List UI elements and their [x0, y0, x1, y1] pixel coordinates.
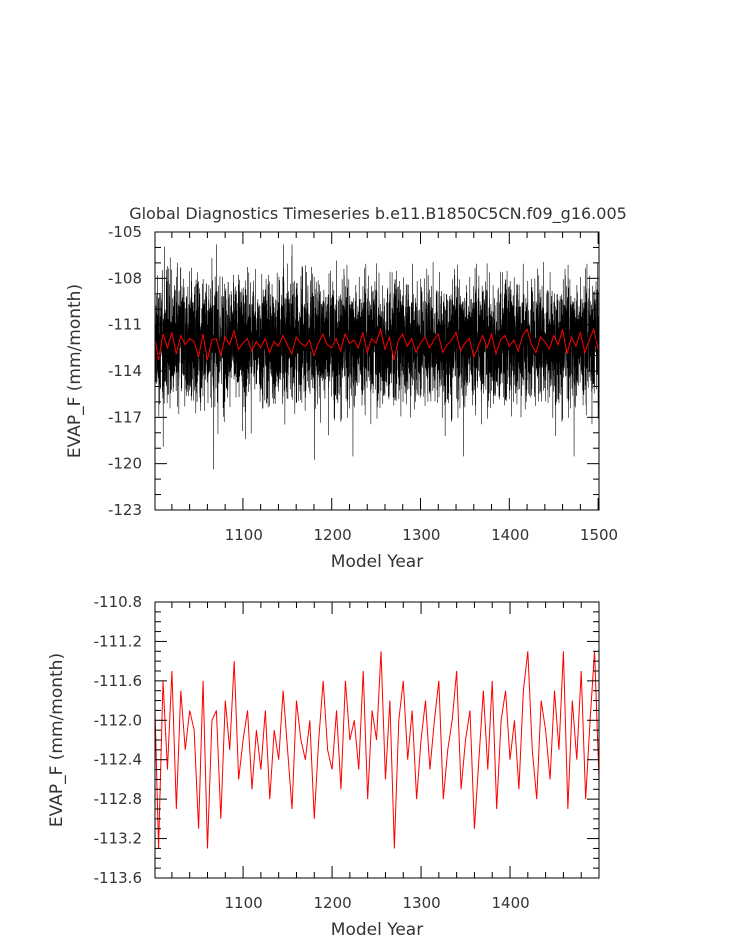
bottom-y-tick-label: -112.4 — [94, 751, 142, 769]
bottom-x-tick-label: 1400 — [492, 894, 530, 912]
bottom-ticks — [155, 601, 600, 879]
bottom-x-tick-label: 1200 — [314, 894, 352, 912]
bottom-y-axis-label: EVAP_F (mm/month) — [47, 653, 67, 827]
top-ticks — [155, 231, 599, 511]
top-y-tick-label: -117 — [108, 408, 142, 426]
top-monthly-series — [154, 244, 600, 470]
top-x-tick-label: 1400 — [491, 526, 529, 544]
top-y-axis-label: EVAP_F (mm/month) — [65, 284, 85, 458]
top-y-tick-labels: -105 -108 -111 -114 -117 -120 -123 — [108, 223, 142, 519]
bottom-y-tick-label: -113.6 — [94, 869, 142, 887]
top-chart: 1100 1200 1300 1400 1500 -105 -108 -111 … — [65, 223, 618, 572]
annual-mean-line — [154, 327, 599, 361]
top-x-tick-labels: 1100 1200 1300 1400 1500 — [225, 526, 618, 544]
bottom-x-tick-label: 1300 — [403, 894, 441, 912]
top-y-tick-label: -105 — [108, 223, 142, 241]
top-x-tick-label: 1200 — [314, 526, 352, 544]
top-y-tick-label: -108 — [108, 269, 142, 287]
figure-title: Global Diagnostics Timeseries b.e11.B185… — [129, 204, 627, 224]
top-x-tick-label: 1100 — [225, 526, 263, 544]
monthly-line — [154, 244, 600, 470]
top-y-tick-label: -114 — [108, 362, 142, 380]
top-x-axis-label: Model Year — [331, 552, 423, 572]
bottom-y-tick-label: -110.8 — [94, 593, 142, 611]
bottom-x-tick-labels: 1100 1200 1300 1400 — [225, 894, 530, 912]
annual-mean-line — [154, 651, 600, 849]
bottom-y-tick-labels: -110.8 -111.2 -111.6 -112.0 -112.4 -112.… — [94, 593, 142, 887]
top-y-tick-label: -123 — [108, 501, 142, 519]
bottom-x-tick-label: 1100 — [225, 894, 263, 912]
top-y-tick-label: -120 — [108, 455, 142, 473]
bottom-y-tick-label: -112.8 — [94, 790, 142, 808]
bottom-y-tick-label: -113.2 — [94, 830, 142, 848]
top-x-tick-label: 1300 — [402, 526, 440, 544]
bottom-y-tick-label: -111.2 — [94, 632, 142, 650]
top-x-tick-label: 1500 — [580, 526, 618, 544]
top-y-tick-label: -111 — [108, 316, 142, 334]
top-annual-mean-series — [154, 327, 599, 361]
bottom-y-tick-label: -111.6 — [94, 672, 142, 690]
bottom-annual-mean-series — [154, 651, 600, 849]
bottom-chart: 1100 1200 1300 1400 -110.8 -111.2 -111.6… — [47, 593, 600, 940]
bottom-x-axis-label: Model Year — [331, 920, 423, 940]
bottom-y-tick-label: -112.0 — [94, 711, 142, 729]
